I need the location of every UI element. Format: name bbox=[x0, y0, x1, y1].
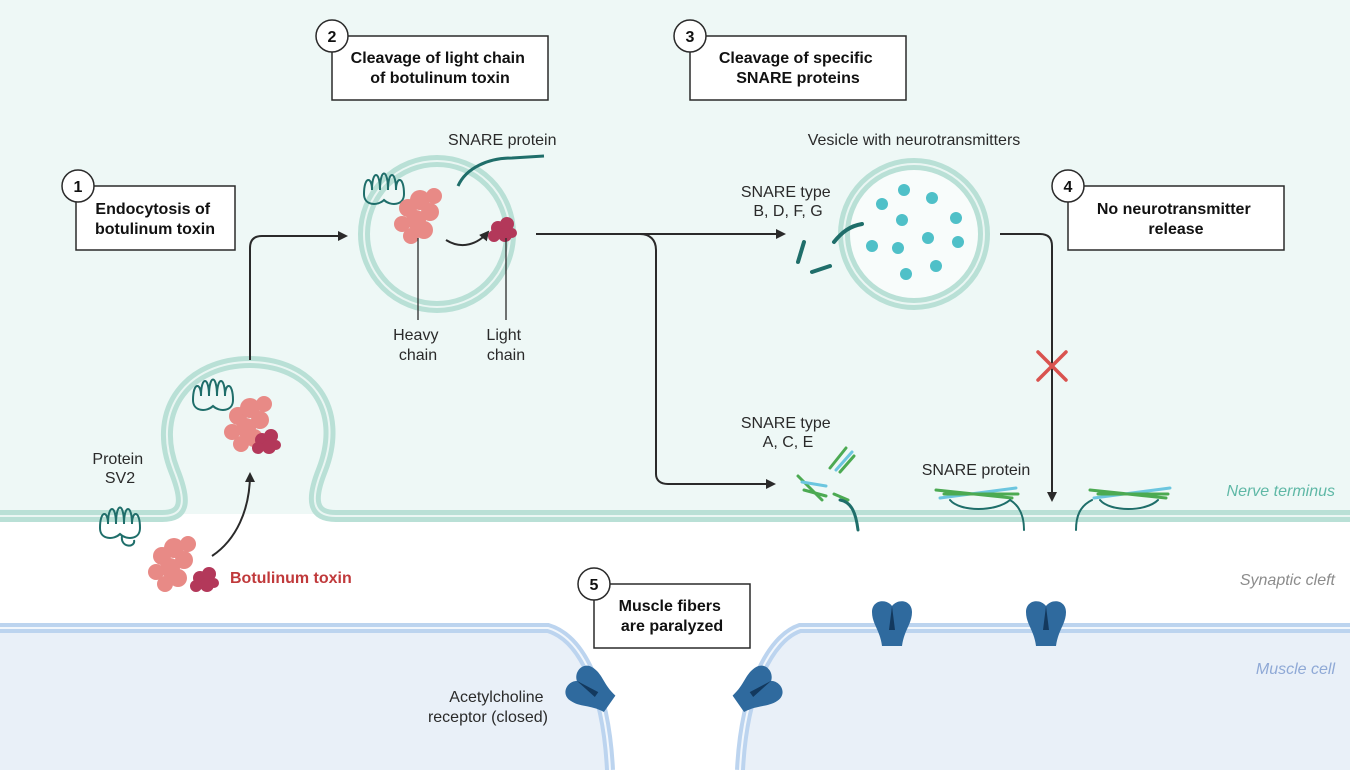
label-snare-bdfg: SNARE type B, D, F, G bbox=[741, 184, 835, 220]
neurotransmitter-dots bbox=[866, 184, 964, 280]
snare-complex-left-icon bbox=[934, 486, 1025, 531]
neurotransmitter-dot bbox=[952, 236, 964, 248]
neurotransmitter-dot bbox=[898, 184, 910, 196]
snare-complex-right-icon bbox=[1075, 486, 1172, 531]
label-heavy-chain: Heavy chain bbox=[393, 327, 443, 364]
label-ach-receptor: Acetylcholine receptor (closed) bbox=[428, 689, 548, 726]
step-2-title: Cleavage of light chain of botulinum tox… bbox=[351, 50, 530, 87]
step-3-number: 3 bbox=[686, 29, 695, 46]
arrow-pocket-to-endosome bbox=[249, 231, 348, 360]
blocked-x-icon bbox=[1036, 350, 1068, 382]
neurotransmitter-dot bbox=[950, 212, 962, 224]
neurotransmitter-dot bbox=[926, 192, 938, 204]
neurotransmitter-dot bbox=[866, 240, 878, 252]
nerve-terminus-region bbox=[0, 0, 1350, 514]
step-1-number: 1 bbox=[74, 179, 83, 196]
label-vesicle: Vesicle with neurotransmitters bbox=[808, 132, 1021, 149]
muscle-cell-region bbox=[0, 630, 1350, 770]
step-4-box: No neurotransmitter release 4 bbox=[1051, 169, 1285, 251]
step-3-box: Cleavage of specific SNARE proteins 3 bbox=[673, 19, 907, 101]
label-light-chain: Light chain bbox=[486, 327, 525, 364]
neurotransmitter-dot bbox=[876, 198, 888, 210]
step-5-box: Muscle fibers are paralyzed 5 bbox=[577, 567, 751, 649]
arrow-blocked-release bbox=[1000, 233, 1057, 502]
neurotransmitter-dot bbox=[892, 242, 904, 254]
arrow-toxin-into-pocket bbox=[211, 472, 255, 557]
neurotransmitter-vesicle bbox=[838, 158, 990, 310]
label-protein-sv2: Protein SV2 bbox=[92, 451, 147, 487]
snare-strand-top bbox=[456, 154, 545, 187]
sv2-protein-icon bbox=[99, 506, 141, 547]
step-2-box: Cleavage of light chain of botulinum tox… bbox=[315, 19, 549, 101]
step-4-title: No neurotransmitter release bbox=[1097, 201, 1255, 238]
step-4-number: 4 bbox=[1064, 179, 1073, 196]
neurotransmitter-dot bbox=[930, 260, 942, 272]
step-2-number: 2 bbox=[328, 29, 337, 46]
neurotransmitter-dot bbox=[896, 214, 908, 226]
neurotransmitter-dot bbox=[922, 232, 934, 244]
nerve-membrane-inner-line bbox=[0, 360, 1350, 517]
arrow-light-chain-release bbox=[445, 230, 490, 247]
label-snare-ace: SNARE type A, C, E bbox=[741, 415, 835, 451]
cleaved-snare-bdfg-icon bbox=[796, 222, 864, 274]
region-label-nerve-terminus: Nerve terminus bbox=[1227, 483, 1335, 500]
step-3-title: Cleavage of specific SNARE proteins bbox=[719, 50, 877, 87]
step-1-box: Endocytosis of botulinum toxin 1 bbox=[61, 169, 236, 251]
label-snare-protein-bottom: SNARE protein bbox=[922, 462, 1031, 479]
step-5-number: 5 bbox=[590, 577, 599, 594]
neurotransmitter-dot bbox=[900, 268, 912, 280]
step-5-title: Muscle fibers are paralyzed bbox=[619, 598, 726, 635]
region-label-muscle-cell: Muscle cell bbox=[1256, 661, 1336, 678]
region-label-synaptic-cleft: Synaptic cleft bbox=[1240, 572, 1336, 589]
arrow-to-snare-ace bbox=[639, 233, 776, 489]
step-1-title: Endocytosis of botulinum toxin bbox=[95, 201, 215, 238]
label-botulinum-toxin: Botulinum toxin bbox=[230, 570, 352, 587]
label-snare-protein-top: SNARE protein bbox=[448, 132, 557, 149]
cleaved-snare-ace-icon bbox=[796, 446, 860, 532]
